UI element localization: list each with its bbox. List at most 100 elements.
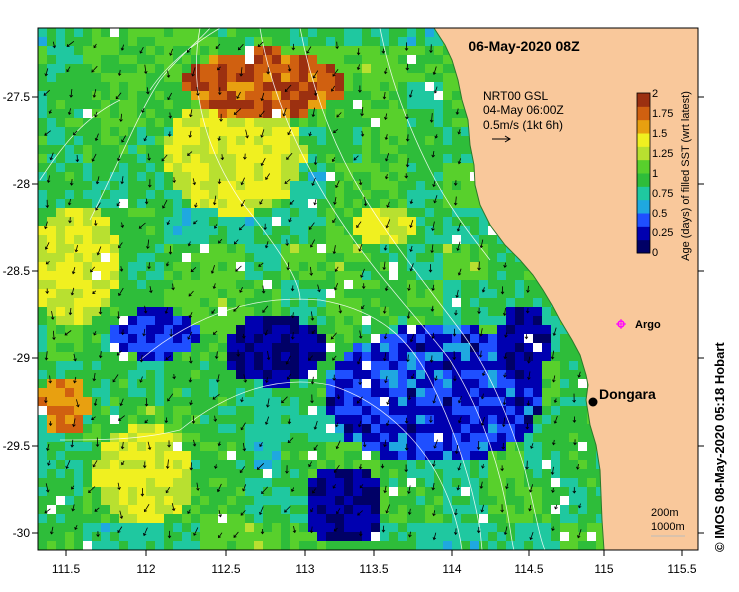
current-arrow xyxy=(479,481,484,489)
current-arrow xyxy=(189,109,193,118)
sst-cell xyxy=(272,100,282,110)
current-arrow xyxy=(384,375,388,384)
sst-cell xyxy=(362,424,372,434)
current-arrow xyxy=(386,398,390,405)
sst-cell xyxy=(254,487,264,497)
current-arrow xyxy=(382,261,386,271)
sst-cell xyxy=(245,28,255,38)
sst-cell xyxy=(119,442,129,452)
sst-cell xyxy=(74,235,84,245)
sst-cell xyxy=(182,298,192,308)
colorbar-segment xyxy=(637,199,650,214)
sst-cell xyxy=(326,253,336,263)
sst-cell xyxy=(92,55,102,65)
sst-cell xyxy=(281,298,291,308)
sst-cell xyxy=(497,316,507,326)
sst-cell xyxy=(209,82,219,92)
sst-cell xyxy=(290,136,300,146)
sst-cell xyxy=(353,244,363,254)
sst-cell xyxy=(362,181,372,191)
sst-cell xyxy=(434,325,444,335)
sst-cell xyxy=(155,64,165,74)
sst-cell xyxy=(173,496,183,506)
sst-cell xyxy=(74,298,84,308)
sst-cell xyxy=(92,415,102,425)
current-arrow xyxy=(236,91,241,99)
sst-cell xyxy=(74,244,84,254)
sst-cell xyxy=(182,370,192,380)
sst-cell xyxy=(470,487,480,497)
sst-cell xyxy=(461,280,471,290)
sst-cell xyxy=(209,460,219,470)
sst-cell xyxy=(497,442,507,452)
sst-cell xyxy=(299,370,309,380)
sst-cell xyxy=(353,172,363,182)
sst-cell xyxy=(353,379,363,389)
sst-cell xyxy=(272,82,282,92)
current-arrow xyxy=(117,69,122,77)
current-arrow xyxy=(188,130,192,138)
sst-cell xyxy=(173,433,183,443)
sst-cell xyxy=(299,415,309,425)
sst-cell xyxy=(209,91,219,101)
sst-cell xyxy=(362,505,372,515)
sst-cell xyxy=(533,505,543,515)
sst-cell xyxy=(362,532,372,542)
sst-cell xyxy=(92,451,102,461)
sst-cell xyxy=(191,361,201,371)
lon-tick-label: 115 xyxy=(594,562,613,576)
sst-cell xyxy=(452,433,462,443)
sst-cell xyxy=(56,289,66,299)
sst-cell xyxy=(65,433,75,443)
sst-cell xyxy=(434,127,444,137)
current-arrow xyxy=(285,465,289,474)
sst-cell xyxy=(227,406,237,416)
sst-cell xyxy=(254,343,264,353)
sst-cell xyxy=(173,325,183,335)
sst-cell xyxy=(56,208,66,218)
sst-cell xyxy=(506,406,516,416)
current-arrow xyxy=(308,355,313,361)
lon-tick-label: 114.5 xyxy=(514,562,543,576)
sst-cell xyxy=(164,82,174,92)
sst-cell xyxy=(434,343,444,353)
sst-cell xyxy=(164,415,174,425)
sst-cell xyxy=(290,46,300,56)
current-arrow xyxy=(503,372,507,378)
sst-cell xyxy=(236,37,246,47)
current-arrow xyxy=(572,393,576,403)
current-arrow xyxy=(117,526,123,534)
current-arrow xyxy=(409,245,413,253)
sst-cell xyxy=(308,514,318,524)
sst-cell xyxy=(209,136,219,146)
sst-cell xyxy=(407,100,417,110)
sst-cell xyxy=(245,505,255,515)
sst-cell xyxy=(344,316,354,326)
sst-cell xyxy=(416,406,426,416)
sst-cell xyxy=(416,523,426,533)
sst-cell xyxy=(317,433,327,443)
sst-cell xyxy=(353,505,363,515)
current-arrow xyxy=(243,374,247,383)
sst-cell xyxy=(227,352,237,362)
lat-tick-label: -30 xyxy=(13,526,31,540)
sst-cell xyxy=(245,262,255,272)
sst-cell xyxy=(506,262,516,272)
sst-cell xyxy=(227,163,237,173)
sst-cell xyxy=(407,307,417,317)
sst-cell xyxy=(524,280,534,290)
sst-cell xyxy=(380,271,390,281)
sst-cell xyxy=(461,514,471,524)
sst-cell xyxy=(146,190,156,200)
sst-cell xyxy=(92,541,102,551)
sst-cell xyxy=(128,118,138,128)
sst-cell xyxy=(371,370,381,380)
sst-cell xyxy=(425,316,435,326)
sst-cell xyxy=(263,37,273,47)
sst-cell xyxy=(578,433,588,443)
sst-cell xyxy=(281,469,291,479)
sst-cell xyxy=(290,343,300,353)
sst-cell xyxy=(128,199,138,209)
sst-cell xyxy=(110,415,120,425)
sst-cell xyxy=(479,505,489,515)
